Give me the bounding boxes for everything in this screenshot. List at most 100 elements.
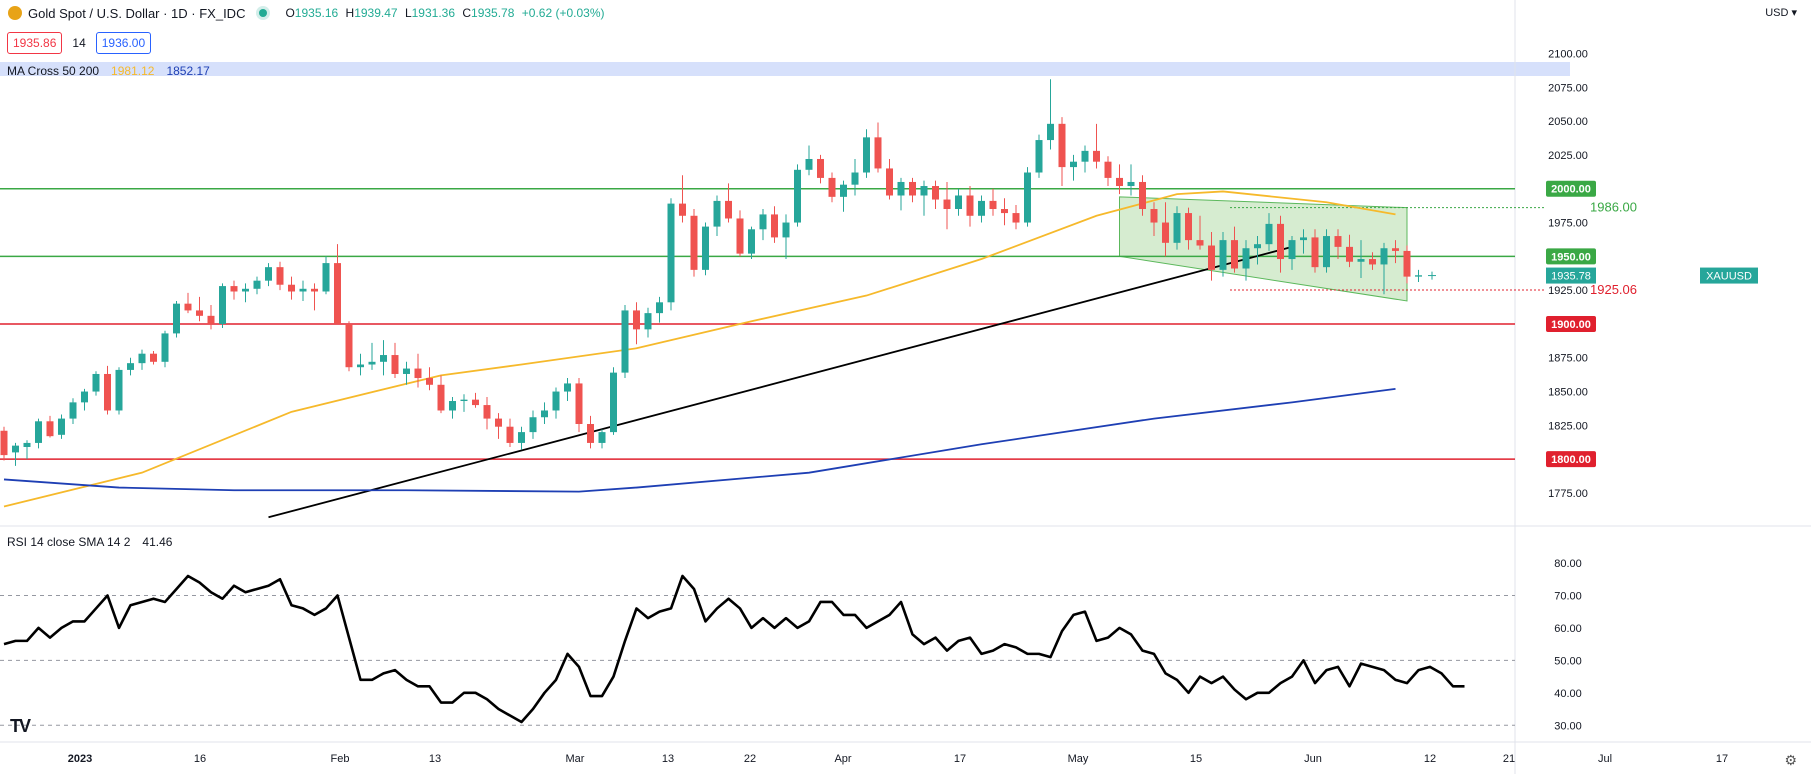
candle-body	[1254, 244, 1261, 249]
ma200-value: 1852.17	[166, 64, 210, 78]
level-tag-bg-1800	[1546, 451, 1596, 468]
spread-value: 14	[72, 36, 86, 50]
candle-body	[771, 214, 778, 238]
time-tick-label: Mar	[566, 753, 585, 765]
time-tick-label: 15	[1190, 753, 1202, 765]
candle-body	[460, 399, 468, 402]
candle-body	[759, 214, 767, 230]
candle-body	[184, 303, 192, 311]
price-tick-label: 2075.00	[1548, 82, 1588, 94]
candle-body	[920, 186, 928, 196]
price-tick-label: 1975.00	[1548, 218, 1588, 230]
trade-buttons: 1935.86 14 1936.00	[7, 32, 152, 54]
candle-body	[656, 302, 663, 314]
candle-body	[1346, 246, 1353, 262]
candle-body	[1127, 181, 1135, 187]
candle-body	[23, 442, 31, 447]
candle-body	[702, 226, 709, 270]
candle-body	[932, 186, 939, 200]
candle-body	[1185, 213, 1192, 241]
currency-label: USD	[1765, 7, 1789, 19]
rsi-legend[interactable]: RSI 14 close SMA 14 2 41.46	[7, 535, 172, 549]
candle-body	[311, 288, 318, 292]
price-tick-label: 2050.00	[1548, 116, 1588, 128]
rsi-line	[3, 574, 1465, 724]
candle-body	[1058, 123, 1066, 168]
candle-body	[851, 172, 859, 185]
time-tick-label: Apr	[834, 753, 851, 765]
candle-body	[104, 373, 111, 411]
candle-body	[403, 368, 410, 374]
candle-body	[610, 372, 617, 433]
candle-body	[897, 181, 905, 196]
candle-body	[230, 286, 238, 292]
candle-body	[1380, 248, 1388, 265]
rsi-tick-label: 80.00	[1554, 558, 1582, 570]
candle-body	[966, 195, 974, 216]
last-price-tag: 1935.78	[1551, 271, 1591, 283]
candle-body	[265, 267, 272, 281]
level-tag-bg-1900	[1546, 315, 1596, 332]
candle-body	[495, 418, 502, 427]
candle-body	[1277, 223, 1284, 260]
ma50-value: 1981.12	[111, 64, 155, 78]
candle-body	[1357, 259, 1365, 262]
candle-body	[1162, 222, 1169, 243]
rsi-value: 41.46	[142, 535, 173, 549]
candle-body	[115, 369, 123, 411]
time-tick-label: Feb	[331, 753, 350, 765]
candle-body	[69, 402, 77, 419]
level-tag-2000: 2000.00	[1551, 184, 1591, 196]
price-tick-label: 1850.00	[1548, 387, 1588, 399]
candle-body	[817, 158, 824, 178]
settings-gear-icon[interactable]: ⚙	[1784, 752, 1797, 768]
candle-body	[1334, 236, 1342, 247]
candle-body	[552, 391, 560, 411]
dotted-level-label-1986.00: 1986.00	[1590, 200, 1637, 215]
sell-button[interactable]: 1935.86	[7, 32, 63, 54]
price-tick-label: 1825.00	[1548, 420, 1588, 432]
time-tick-label: 13	[429, 753, 441, 765]
candle-body	[989, 200, 997, 210]
ma-legend[interactable]: MA Cross 50 200 1981.12 1852.17	[7, 64, 210, 78]
currency-selector[interactable]: USD ▾	[1765, 7, 1797, 19]
level-tag-1950: 1950.00	[1551, 251, 1591, 263]
candle-body	[1323, 236, 1330, 268]
descending-channel	[1119, 196, 1408, 302]
level-tag-bg-1950	[1546, 248, 1596, 265]
candle-body	[127, 363, 134, 370]
candle-body	[1012, 213, 1020, 223]
buy-button[interactable]: 1936.00	[95, 32, 152, 54]
candle-body	[1047, 123, 1054, 141]
rsi-label: RSI 14 close SMA 14 2	[7, 535, 131, 549]
candle-body	[598, 432, 606, 443]
candle-body	[368, 361, 376, 365]
symbol-title[interactable]: Gold Spot / U.S. Dollar · 1D · FX_IDC	[28, 5, 246, 21]
candle-body	[437, 384, 445, 411]
time-tick-label: 17	[1716, 753, 1728, 765]
candle-body	[1035, 140, 1043, 173]
tradingview-logo-icon[interactable]: TV	[10, 716, 31, 736]
candle-body	[1081, 150, 1089, 162]
candle-body	[794, 169, 801, 223]
candle-body	[207, 315, 215, 324]
candle-body	[414, 368, 422, 379]
price-tick-label: 1925.00	[1548, 285, 1588, 297]
candle-body	[1242, 248, 1250, 269]
market-status-icon	[259, 9, 268, 17]
candle-body	[173, 303, 180, 334]
candle-body	[1196, 240, 1204, 246]
candle-body	[46, 421, 54, 437]
candle-body	[805, 158, 813, 170]
price-tick-label: 1775.00	[1548, 488, 1588, 500]
candle-body	[380, 355, 387, 362]
candle-body	[909, 181, 916, 196]
ma-legend-highlight	[0, 62, 1570, 76]
time-tick-label: 17	[954, 753, 966, 765]
candle-body	[1415, 275, 1422, 277]
candle-body	[1139, 181, 1146, 210]
candle-body	[196, 310, 203, 316]
time-tick-label: Jul	[1598, 753, 1612, 765]
level-tag-1900: 1900.00	[1551, 319, 1591, 331]
